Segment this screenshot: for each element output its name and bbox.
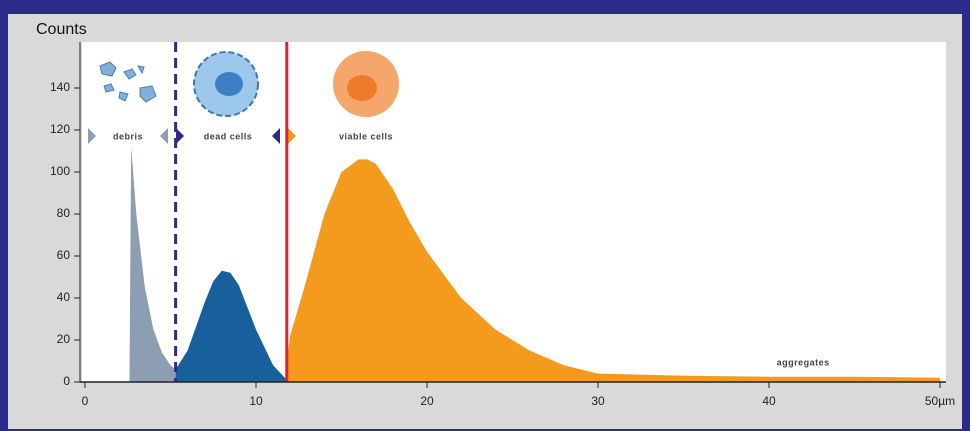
x-tick-label: 50µm bbox=[925, 394, 955, 408]
y-tick-label: 120 bbox=[50, 122, 70, 136]
annotation: aggregates bbox=[777, 357, 830, 367]
x-tick-label: 40 bbox=[762, 394, 776, 408]
y-tick-label: 20 bbox=[57, 332, 71, 346]
y-tick-label: 40 bbox=[57, 290, 71, 304]
region-label: debris bbox=[113, 131, 143, 141]
y-tick-label: 0 bbox=[63, 374, 70, 388]
area bbox=[129, 146, 176, 382]
y-axis-label: Counts bbox=[36, 21, 87, 38]
region-arrows bbox=[88, 128, 296, 144]
x-tick-label: 10 bbox=[249, 394, 263, 408]
region-label: dead cells bbox=[204, 131, 253, 141]
x-tick-label: 20 bbox=[420, 394, 434, 408]
area bbox=[286, 159, 940, 382]
y-tick-label: 100 bbox=[50, 164, 70, 178]
x-tick-label: 0 bbox=[82, 394, 89, 408]
y-tick-label: 60 bbox=[57, 248, 71, 262]
y-tick-label: 140 bbox=[50, 80, 70, 94]
viable-cell-icon bbox=[333, 51, 399, 117]
dead-cell-icon bbox=[193, 51, 259, 117]
region-label: viable cells bbox=[339, 131, 393, 141]
x-tick-label: 30 bbox=[591, 394, 605, 408]
y-tick-label: 80 bbox=[57, 206, 71, 220]
area bbox=[175, 270, 287, 382]
debris-icon bbox=[99, 61, 157, 103]
